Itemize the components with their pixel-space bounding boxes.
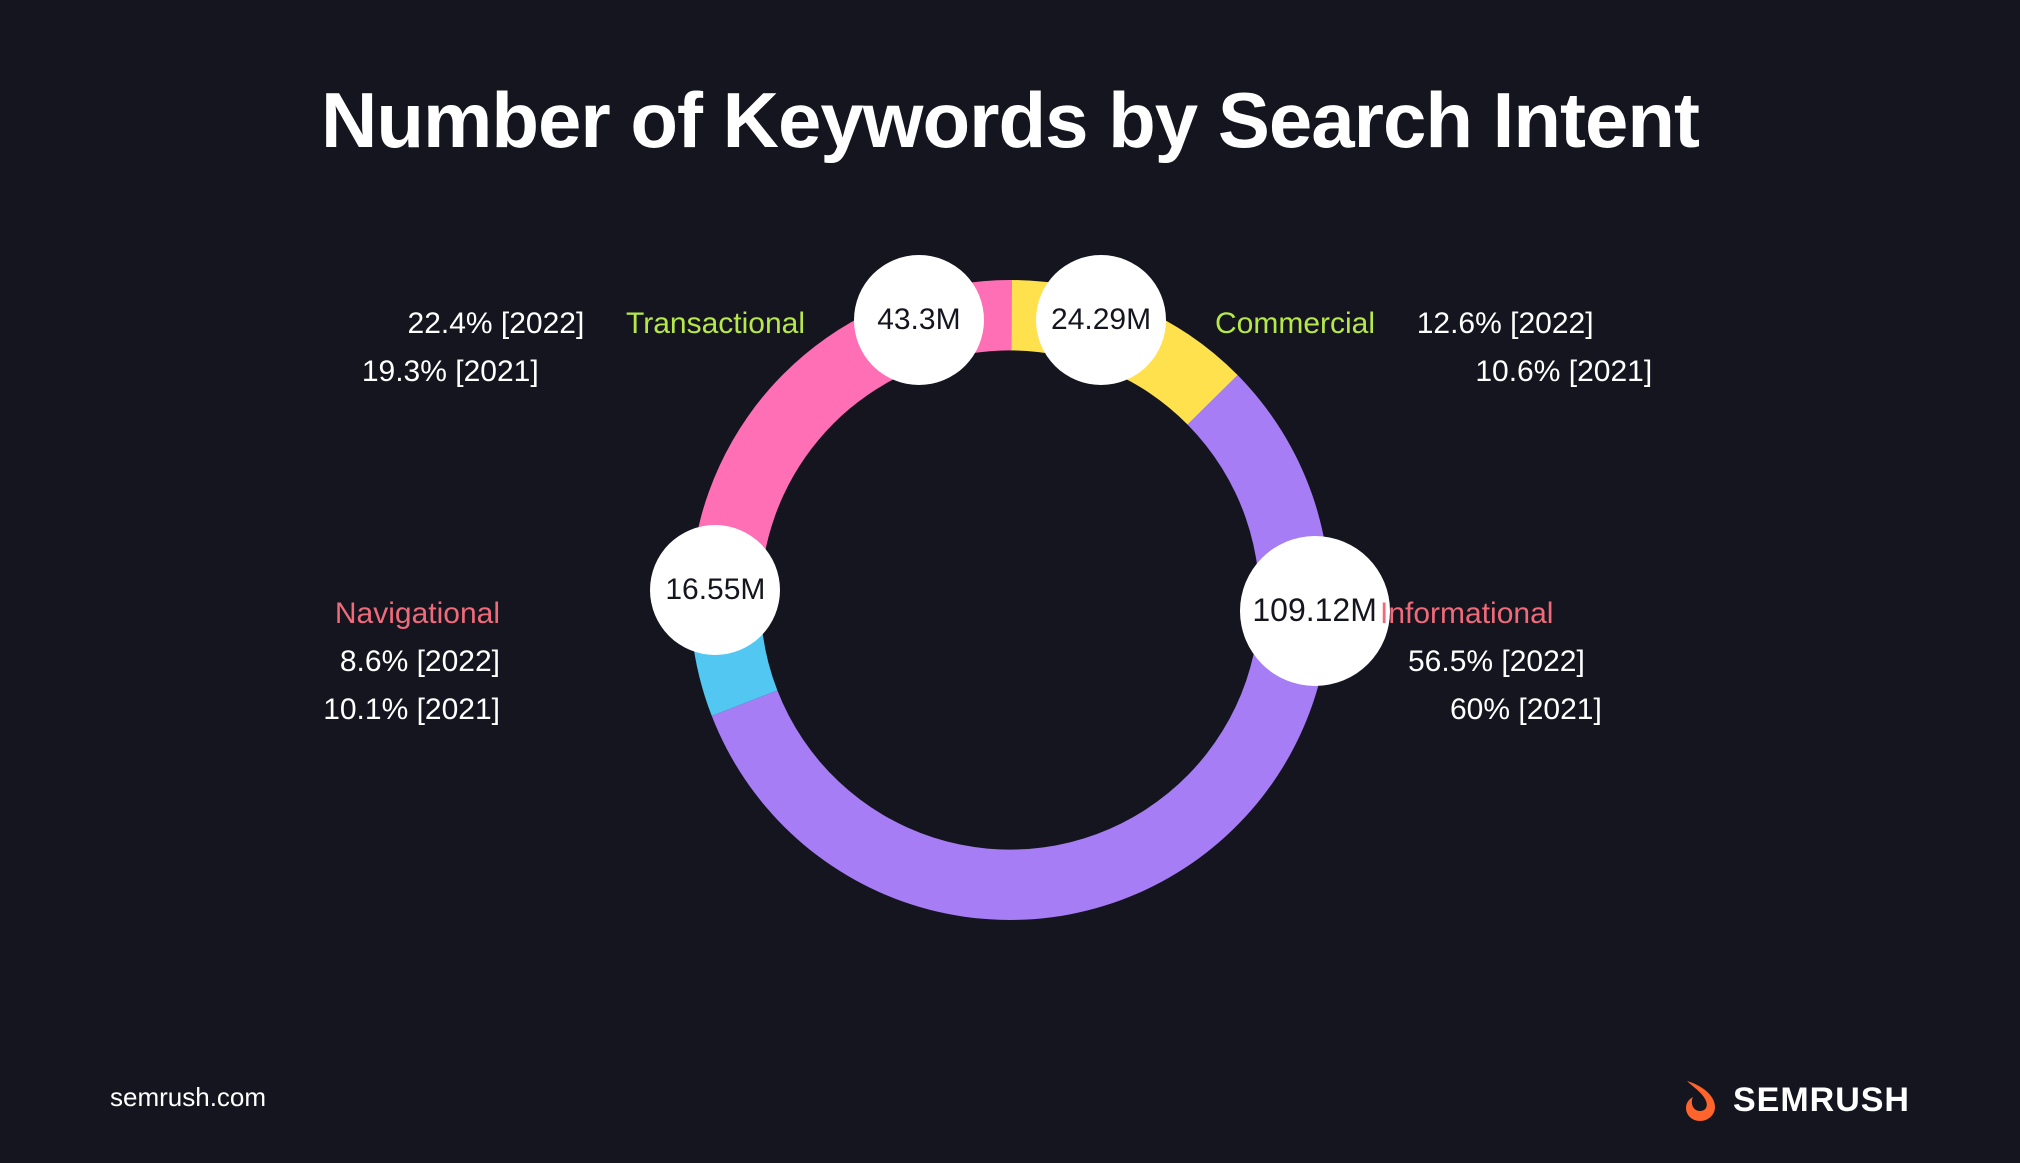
brand-logo: SEMRUSH [1675, 1077, 1910, 1123]
value-bubble-navigational: 16.55M [650, 525, 780, 655]
category-name-informational: Informational [1380, 597, 1553, 630]
footer-site: semrush.com [110, 1082, 266, 1113]
category-name-commercial: Commercial [1215, 307, 1375, 340]
pct-2021-transactional: 19.3% [2021] [362, 355, 539, 388]
pct-2022-informational: 56.5% [2022] [1380, 645, 1585, 678]
brand-text: SEMRUSH [1733, 1081, 1910, 1120]
category-name-navigational: Navigational [335, 597, 500, 630]
label-informational: Informational 56.5% [2022] 60% [2021] [1380, 590, 1602, 734]
pct-2021-informational: 60% [2021] [1380, 693, 1602, 726]
chart-title: Number of Keywords by Search Intent [0, 75, 2020, 166]
value-bubble-commercial: 24.29M [1036, 255, 1166, 385]
pct-2022-commercial: 12.6% [2022] [1417, 307, 1594, 340]
value-bubble-informational: 109.12M [1240, 536, 1390, 686]
label-commercial: Commercial 12.6% [2022] 10.6% [2021] [1215, 300, 1652, 396]
flame-icon [1675, 1077, 1721, 1123]
value-bubble-transactional: 43.3M [854, 255, 984, 385]
pct-2022-navigational: 8.6% [2022] [340, 645, 500, 678]
label-navigational: Navigational 8.6% [2022] 10.1% [2021] [323, 590, 500, 734]
pct-2022-transactional: 22.4% [2022] [408, 307, 585, 340]
pct-2021-navigational: 10.1% [2021] [323, 693, 500, 726]
category-name-transactional: Transactional [626, 307, 805, 340]
label-transactional: 22.4% [2022] Transactional 19.3% [2021] [362, 300, 805, 396]
pct-2021-commercial: 10.6% [2021] [1475, 355, 1652, 388]
